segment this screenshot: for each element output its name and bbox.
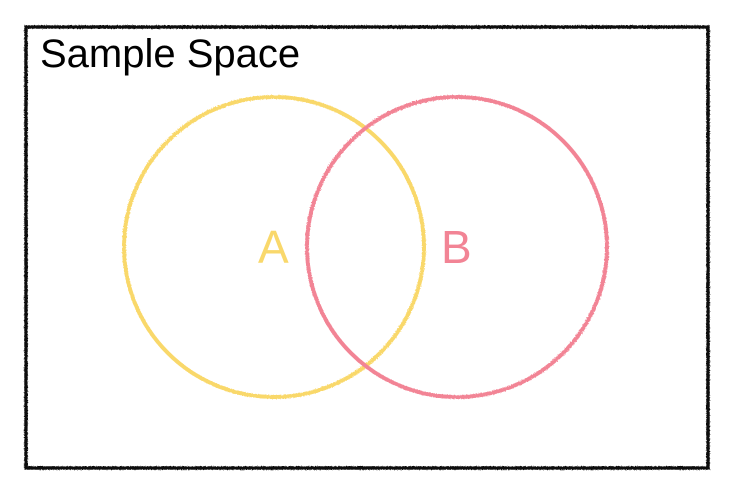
- set-b-circle: [305, 95, 609, 399]
- set-a-circle: [122, 95, 426, 399]
- set-b-label: B: [441, 221, 472, 273]
- diagram-title: Sample Space: [40, 32, 301, 76]
- set-a-label: A: [258, 221, 289, 273]
- sample-space-border: [24, 25, 710, 470]
